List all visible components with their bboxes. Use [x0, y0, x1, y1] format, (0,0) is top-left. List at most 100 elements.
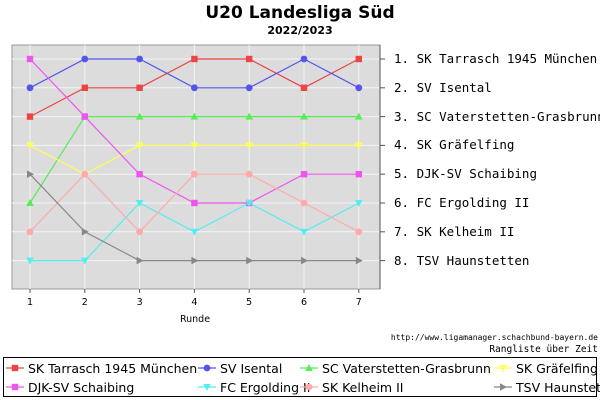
legend-label: SK Kelheim II	[322, 379, 404, 395]
data-point	[245, 170, 253, 178]
legend-item: FC Ergolding II	[198, 378, 310, 396]
data-point	[190, 228, 199, 236]
data-point	[300, 55, 308, 63]
legend-item: SV Isental	[198, 359, 282, 377]
data-point	[136, 256, 144, 265]
legend-label: SK Tarrasch 1945 München	[28, 360, 198, 376]
data-point	[300, 84, 308, 91]
data-point	[190, 142, 199, 150]
legend-swatch-marker	[203, 384, 211, 391]
data-point	[135, 200, 144, 207]
x-tick-label: 5	[246, 297, 252, 308]
series-2	[26, 55, 363, 92]
data-point	[136, 171, 143, 178]
data-point	[355, 55, 362, 63]
data-point	[135, 142, 144, 150]
series-7	[26, 170, 363, 236]
data-point	[81, 84, 88, 91]
source-url: http://www.ligamanager.schachbund-bayern…	[390, 333, 598, 342]
data-point	[300, 112, 308, 120]
legend-swatch-marker	[11, 364, 19, 372]
chart-legend: SK Tarrasch 1945 München SV Isental SC Vat…	[3, 357, 600, 397]
legend-label: TSV Haunstetten	[516, 379, 600, 395]
data-point	[136, 55, 144, 63]
standing-3: 3. SC Vaterstetten-Grasbrunn	[394, 108, 600, 124]
data-point	[245, 84, 253, 92]
data-point	[245, 142, 253, 150]
legend-label: SV Isental	[220, 360, 283, 376]
legend-swatch	[6, 364, 24, 372]
data-point	[246, 55, 253, 63]
standing-5: 5. DJK-SV Schaibing	[394, 166, 537, 182]
standing-8: 8. TSV Haunstetten	[394, 252, 530, 268]
legend-swatch	[198, 364, 216, 372]
standing-2: 2. SV Isental	[394, 79, 492, 95]
standing-7: 7. SK Kelheim II	[394, 223, 515, 239]
data-point	[81, 55, 89, 63]
series-8	[27, 170, 363, 265]
legend-swatch	[6, 383, 24, 391]
legend-swatch	[300, 364, 318, 371]
legend-label: SK Gräfelfing	[516, 360, 598, 376]
legend-swatch-marker	[203, 364, 211, 372]
legend-label: DJK-SV Schaibing	[28, 379, 135, 395]
data-point	[26, 84, 34, 92]
data-point	[135, 112, 144, 120]
data-point	[81, 228, 89, 236]
x-tick-label: 2	[82, 297, 88, 308]
data-point	[245, 112, 253, 120]
data-point	[191, 84, 198, 92]
data-point	[355, 228, 363, 236]
legend-label: FC Ergolding II	[220, 379, 311, 395]
x-tick-label: 7	[356, 297, 362, 308]
x-tick-label: 3	[137, 297, 143, 308]
data-point	[81, 257, 89, 265]
chart-subtitle: 2022/2023	[267, 24, 333, 37]
series-6	[26, 200, 363, 265]
data-point	[191, 170, 198, 178]
legend-swatch-marker	[11, 383, 19, 391]
series-5	[26, 55, 362, 207]
data-point	[246, 256, 254, 265]
chart-note: Rangliste über Zeit	[489, 344, 598, 355]
data-point	[355, 142, 363, 150]
rank-axis	[379, 45, 385, 289]
x-tick-label: 4	[191, 297, 197, 308]
data-point	[355, 84, 363, 92]
data-point	[300, 142, 308, 150]
legend-item: SC Vaterstetten-Grasbrunn	[300, 359, 491, 377]
x-tick-label: 1	[27, 297, 33, 308]
data-point	[26, 228, 34, 236]
legend-item: TSV Haunstetten	[494, 378, 600, 396]
legend-swatch-marker	[500, 383, 507, 391]
data-point	[26, 142, 34, 150]
data-point	[26, 199, 34, 206]
data-point	[191, 199, 198, 207]
legend-item: SK Tarrasch 1945 München	[6, 359, 197, 377]
rank-chart: 1 2 3 4 5 6 7 Runde	[11, 44, 385, 325]
legend-swatch	[494, 365, 512, 372]
x-tick-label: 6	[301, 297, 307, 308]
legend-swatch-marker	[305, 383, 313, 391]
legend-item: SK Kelheim II	[300, 378, 403, 396]
data-point	[81, 170, 89, 178]
data-point	[27, 170, 34, 178]
standing-4: 4. SK Gräfelfing	[394, 137, 515, 153]
data-point	[136, 228, 144, 236]
standing-6: 6. FC Ergolding II	[394, 195, 530, 210]
data-point	[355, 200, 363, 207]
data-point	[26, 55, 34, 63]
legend-swatch	[494, 383, 512, 391]
data-point	[300, 171, 308, 178]
data-point	[355, 112, 363, 120]
data-point	[191, 256, 199, 265]
legend-label: SC Vaterstetten-Grasbrunn	[322, 360, 491, 376]
data-point	[245, 200, 253, 207]
plot-area	[11, 44, 381, 290]
series-1	[26, 55, 362, 120]
data-point	[191, 55, 198, 63]
legend-swatch-marker	[499, 365, 507, 372]
data-point	[355, 171, 362, 178]
x-axis: 1 2 3 4 5 6 7	[27, 289, 362, 308]
x-axis-label: Runde	[180, 314, 210, 325]
